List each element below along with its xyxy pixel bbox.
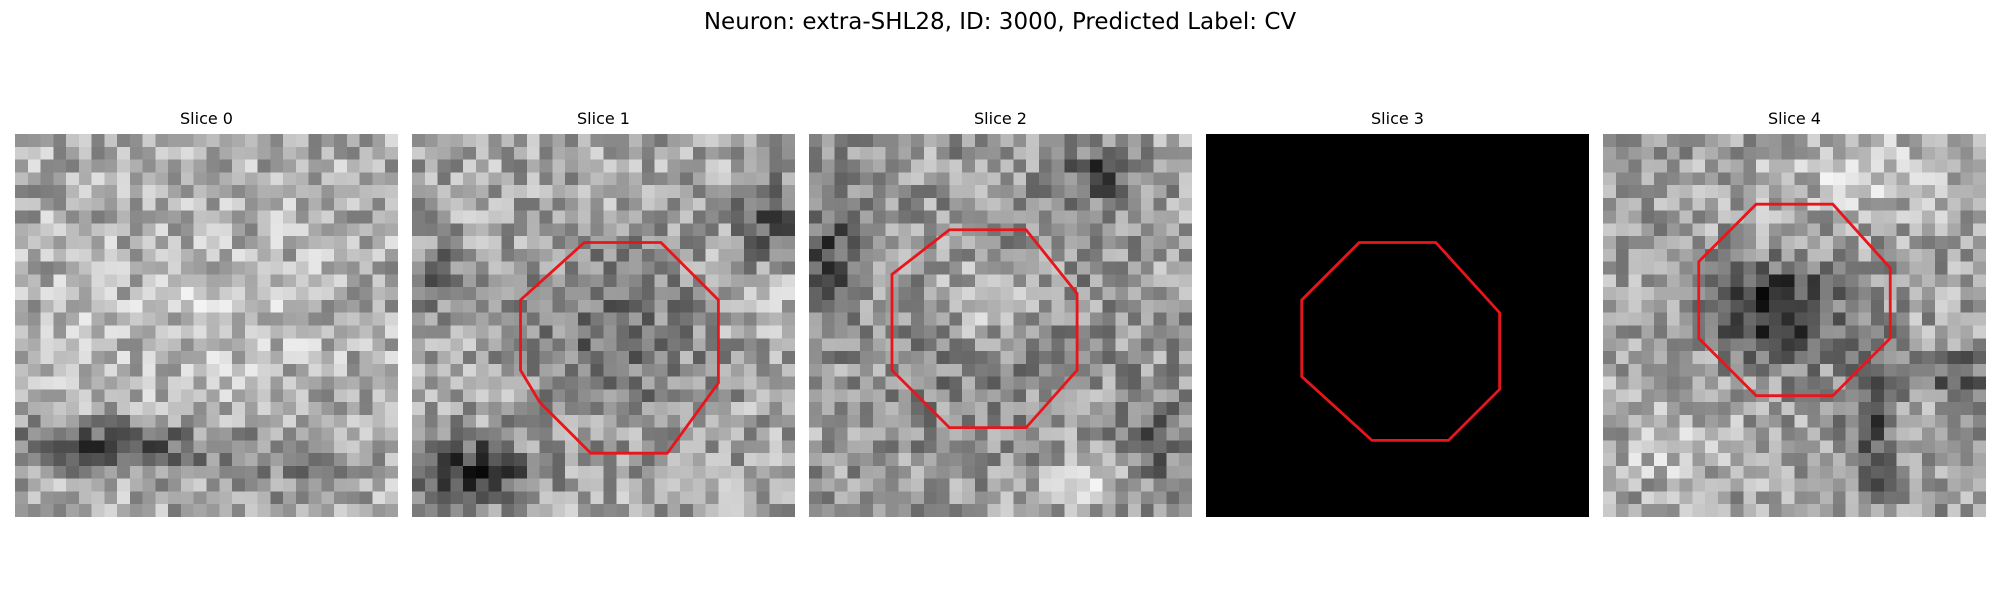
panel-title: Slice 4	[1768, 109, 1821, 128]
contour-polygon	[1697, 202, 1892, 398]
panel-title: Slice 3	[1371, 109, 1424, 128]
panel-slice-3: Slice 3	[1206, 108, 1589, 517]
panel-slice-4: Slice 4	[1603, 108, 1986, 517]
panel-title: Slice 0	[180, 109, 233, 128]
panel-slice-2: Slice 2	[809, 108, 1192, 517]
slice-svg	[412, 134, 795, 517]
slice-svg	[15, 134, 398, 517]
slice-image	[809, 134, 1192, 517]
slice-image	[412, 134, 795, 517]
slice-svg	[809, 134, 1192, 517]
pixel-grid	[809, 134, 1192, 517]
slice-image	[15, 134, 398, 517]
figure-title: Neuron: extra-SHL28, ID: 3000, Predicted…	[703, 9, 1297, 35]
pixel-grid	[412, 134, 795, 517]
pixel-grid	[1206, 134, 1589, 517]
panel-slice-1: Slice 1	[412, 108, 795, 517]
black-background	[1206, 134, 1589, 517]
slice-svg	[1206, 134, 1589, 517]
pixel-grid	[1603, 134, 1986, 517]
contour-polygon	[890, 228, 1079, 430]
contour-polygon	[1300, 241, 1502, 442]
slice-image	[1603, 134, 1986, 517]
slice-svg	[1603, 134, 1986, 517]
panel-title: Slice 1	[577, 109, 630, 128]
slice-image	[1206, 134, 1589, 517]
contour-polygon	[519, 241, 720, 455]
pixel-grid	[15, 134, 398, 517]
panel-slice-0: Slice 0	[15, 108, 398, 517]
panel-title: Slice 2	[974, 109, 1027, 128]
